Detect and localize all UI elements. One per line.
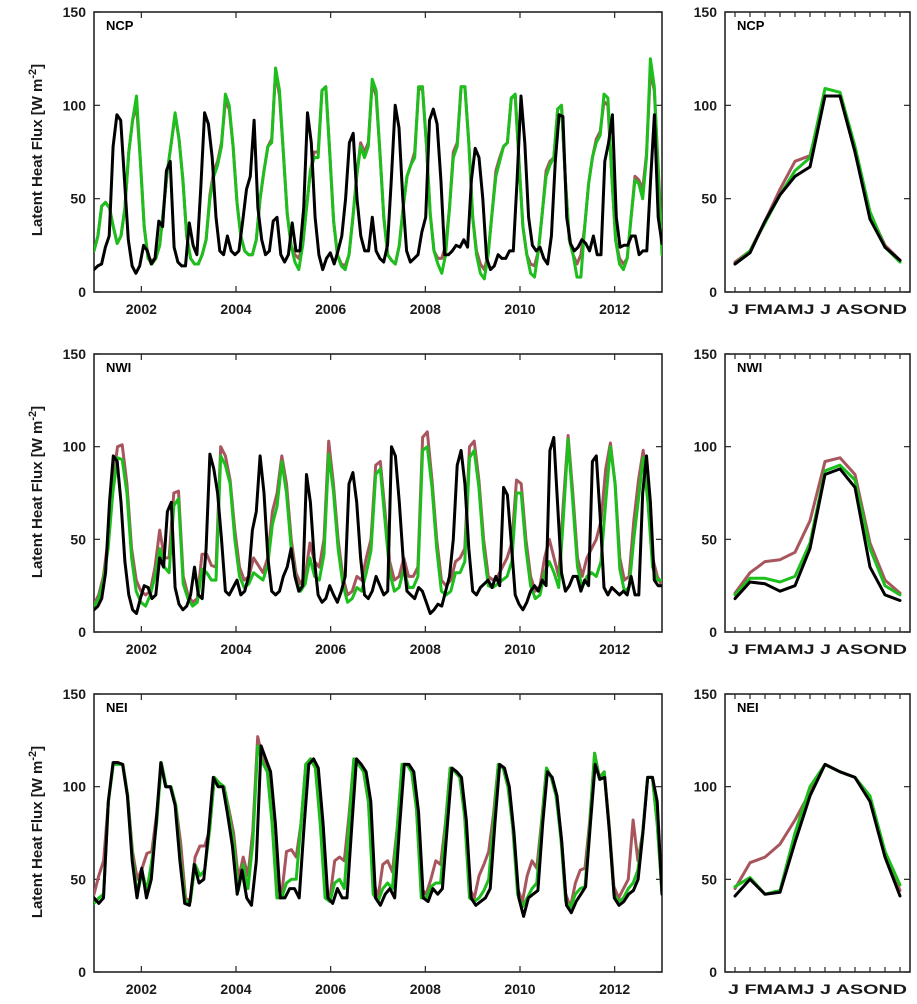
nwi-xtick-label-2004: 2004 [220, 641, 251, 657]
nwi-frame [93, 353, 663, 633]
nwi-climatology-series-group [733, 456, 902, 602]
nei-panel: 0 50 100 150 2002 2004 2006 2008 2010 2012 NEI [63, 686, 663, 997]
nwi-xtick-label-2010: 2010 [504, 641, 535, 657]
nei-xtick-label-2002: 2002 [126, 981, 157, 997]
ncp-xtick-label-2004: 2004 [220, 301, 251, 317]
nwi-xtick-label-2006: 2006 [315, 641, 346, 657]
ncp-xtick-label-2010: 2010 [504, 301, 535, 317]
ncp-climatology-ytick-label-100: 100 [694, 97, 718, 113]
nwi-climatology-ytick-label-100: 100 [694, 439, 718, 455]
nwi-climatology-series-brown-line [733, 456, 902, 595]
nwi-climatology-series-black-line [733, 467, 902, 602]
nwi-series-black-line [94, 435, 662, 615]
ncp-climatology-series-black-line [733, 94, 902, 266]
nei-climatology-frame [724, 693, 911, 973]
nei-series-black-line [94, 744, 662, 918]
nei-series-group [94, 735, 662, 918]
nei-xtick-label-2006: 2006 [315, 981, 346, 997]
nwi-climatology-frame [724, 353, 911, 633]
ncp-xtick-label-2006: 2006 [315, 301, 346, 317]
ylabel-nwi: Latent Heat Flux [W m-2] [27, 406, 46, 578]
ncp-climatology-series-green-line [733, 87, 902, 266]
nei-xtick-label-2004: 2004 [220, 981, 251, 997]
nei-ytick-label-150: 150 [63, 686, 87, 702]
ncp-series-black-line [94, 94, 662, 275]
ncp-panel: 0 50 100 150 2002 2004 2006 2008 2010 2012 NCP [63, 4, 663, 317]
nwi-climatology-xtick-labels: J FMAMJ J ASOND [728, 641, 907, 657]
nwi-climatology-ytick-label-50: 50 [701, 531, 717, 547]
nwi-ytick-label-50: 50 [70, 531, 86, 547]
nei-climatology-ytick-label-50: 50 [701, 871, 717, 887]
ncp-climatology-frame [724, 11, 911, 293]
nei-climatology-series-group [733, 762, 902, 898]
nei-climatology-panel: 0 50 100 150 J FMAMJ J ASOND NEI [694, 686, 911, 997]
nwi-climatology-panel: 0 50 100 150 J FMAMJ J ASOND NWI [694, 346, 911, 657]
ncp-climatology-panel: 0 50 100 150 J FMAMJ J ASOND NCP [694, 4, 911, 317]
nei-climatology-series-green-line [733, 762, 902, 896]
nwi-ytick-label-0: 0 [78, 624, 86, 640]
nei-ytick-label-100: 100 [63, 779, 87, 795]
nei-climatology-series-black-line [733, 762, 902, 898]
nei-xtick-label-2008: 2008 [410, 981, 441, 997]
ylabel-ncp: Latent Heat Flux [W m-2] [27, 64, 46, 236]
nei-series-brown-line [94, 735, 662, 909]
nwi-climatology-panel-label: NWI [737, 360, 762, 375]
ylabel-nei: Latent Heat Flux [W m-2] [27, 746, 46, 918]
nwi-xtick-label-2002: 2002 [126, 641, 157, 657]
nwi-climatology-ytick-label-0: 0 [709, 624, 717, 640]
ncp-ytick-label-50: 50 [70, 191, 86, 207]
ncp-xtick-label-2002: 2002 [126, 301, 157, 317]
nei-climatology-ytick-label-150: 150 [694, 686, 718, 702]
nwi-ytick-label-100: 100 [63, 439, 87, 455]
nei-ytick-label-0: 0 [78, 964, 86, 980]
ncp-climatology-ytick-label-0: 0 [709, 284, 717, 300]
nwi-xtick-label-2012: 2012 [599, 641, 630, 657]
nei-xtick-label-2010: 2010 [504, 981, 535, 997]
nei-frame [93, 693, 663, 973]
nwi-series-group [94, 430, 662, 615]
ncp-climatology-ytick-label-50: 50 [701, 191, 717, 207]
ncp-panel-label: NCP [106, 18, 134, 33]
ncp-xtick-label-2008: 2008 [410, 301, 441, 317]
nei-xtick-label-2012: 2012 [599, 981, 630, 997]
nwi-ytick-label-150: 150 [63, 346, 87, 362]
ncp-frame [93, 11, 663, 293]
nei-climatology-xtick-labels: J FMAMJ J ASOND [728, 981, 907, 997]
ncp-climatology-ytick-label-150: 150 [694, 4, 718, 20]
nei-climatology-ytick-label-100: 100 [694, 779, 718, 795]
nwi-xtick-label-2008: 2008 [410, 641, 441, 657]
ncp-ytick-label-150: 150 [63, 4, 87, 20]
nwi-panel-label: NWI [106, 360, 131, 375]
nei-panel-label: NEI [106, 700, 128, 715]
nei-climatology-panel-label: NEI [737, 700, 759, 715]
ncp-climatology-series-group [733, 87, 902, 266]
ncp-series-group [94, 57, 662, 281]
nwi-climatology-ytick-label-150: 150 [694, 346, 718, 362]
ncp-xtick-label-2012: 2012 [599, 301, 630, 317]
ncp-series-green-line [94, 57, 662, 281]
nwi-panel: 0 50 100 150 2002 2004 2006 2008 2010 2012 NWI [63, 346, 663, 657]
ncp-ytick-label-100: 100 [63, 97, 87, 113]
ncp-climatology-xtick-labels: J FMAMJ J ASOND [728, 301, 907, 317]
nei-climatology-ytick-label-0: 0 [709, 964, 717, 980]
nei-ytick-label-50: 50 [70, 871, 86, 887]
ncp-ytick-label-0: 0 [78, 284, 86, 300]
ncp-climatology-panel-label: NCP [737, 18, 765, 33]
